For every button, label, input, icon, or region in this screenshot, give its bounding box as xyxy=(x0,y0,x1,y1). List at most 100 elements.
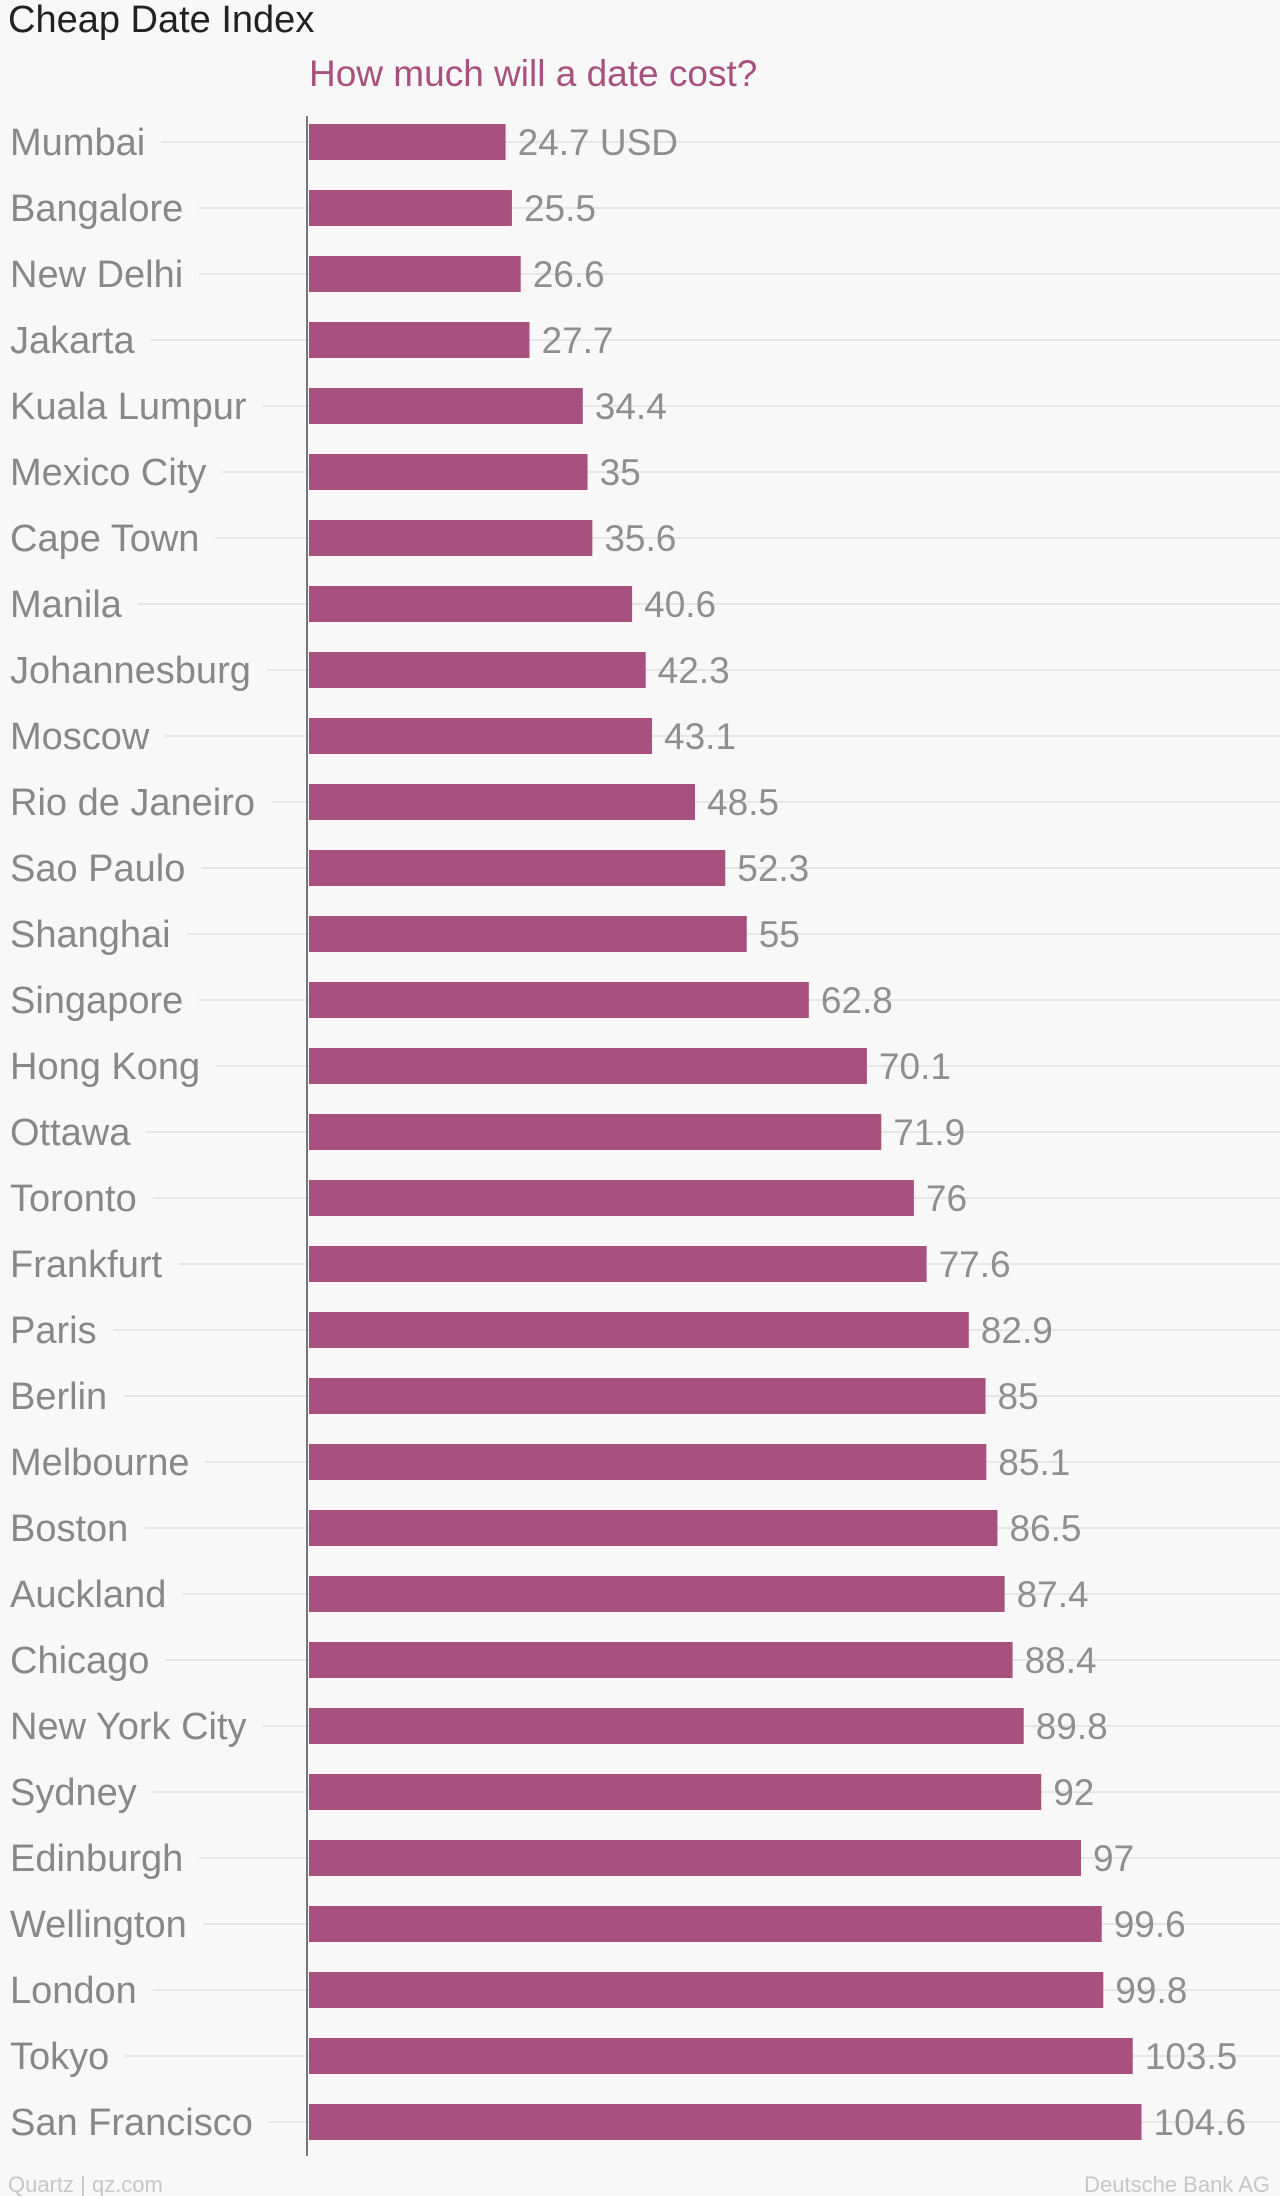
bar xyxy=(309,1180,914,1216)
category-label: Manila xyxy=(10,584,123,626)
bar xyxy=(309,784,696,820)
value-label: 52.3 xyxy=(737,848,809,889)
category-label: Johannesburg xyxy=(10,650,251,692)
category-label-background xyxy=(0,1370,124,1422)
value-label: 89.8 xyxy=(1036,1706,1108,1747)
category-label-background xyxy=(0,710,166,762)
source-text: Deutsche Bank AG xyxy=(1084,2172,1270,2196)
category-label-background xyxy=(0,446,223,498)
value-label: 55 xyxy=(759,914,800,955)
bar xyxy=(309,454,588,490)
bar xyxy=(309,1708,1024,1744)
bar xyxy=(309,1312,969,1348)
chart-title: Cheap Date Index xyxy=(8,0,314,41)
bar xyxy=(309,1972,1104,2008)
value-label: 26.6 xyxy=(533,254,605,295)
value-label: 34.4 xyxy=(595,386,667,427)
bar xyxy=(309,1114,882,1150)
category-label-background xyxy=(0,1832,200,1884)
category-label: Kuala Lumpur xyxy=(10,386,247,428)
value-label: 85.1 xyxy=(998,1442,1070,1483)
category-label: Edinburgh xyxy=(10,1838,183,1880)
value-label: 35 xyxy=(600,452,641,493)
value-label: 87.4 xyxy=(1017,1574,1089,1615)
category-label-background xyxy=(0,1700,263,1752)
bar xyxy=(309,1048,867,1084)
category-label: Ottawa xyxy=(10,1112,131,1154)
bar xyxy=(309,982,809,1018)
category-label-background xyxy=(0,1304,113,1356)
category-label: Bangalore xyxy=(10,188,183,230)
category-label-background xyxy=(0,1040,217,1092)
category-label-background xyxy=(0,776,272,828)
category-label: Sydney xyxy=(10,1772,137,1814)
bar xyxy=(309,1840,1082,1876)
bar xyxy=(309,718,653,754)
category-label-background xyxy=(0,908,187,960)
category-label: Sao Paulo xyxy=(10,848,185,890)
value-label: 24.7 USD xyxy=(518,122,678,163)
bar xyxy=(309,916,747,952)
category-label-background xyxy=(0,1106,147,1158)
category-label-background xyxy=(0,248,200,300)
category-label-background xyxy=(0,1568,183,1620)
bar xyxy=(309,520,593,556)
value-label: 35.6 xyxy=(604,518,676,559)
value-label: 92 xyxy=(1053,1772,1094,1813)
category-label-background xyxy=(0,512,216,564)
bar xyxy=(309,2104,1142,2140)
value-label: 62.8 xyxy=(821,980,893,1021)
category-label: New Delhi xyxy=(10,254,183,296)
category-label-background xyxy=(0,1964,153,2016)
category-label: Toronto xyxy=(10,1178,137,1220)
category-label-background xyxy=(0,1766,153,1818)
value-label: 85 xyxy=(998,1376,1039,1417)
category-label: Boston xyxy=(10,1508,128,1550)
category-label: Moscow xyxy=(10,716,150,758)
value-label: 104.6 xyxy=(1154,2102,1247,2143)
category-label-background xyxy=(0,578,138,630)
category-label-background xyxy=(0,314,151,366)
value-label: 97 xyxy=(1093,1838,1134,1879)
bar xyxy=(309,1378,986,1414)
category-label: London xyxy=(10,1970,137,2012)
category-labels: Mumbai Bangalore New Delhi Jakarta Kuala Lum… xyxy=(0,116,272,2148)
value-label: 82.9 xyxy=(981,1310,1053,1351)
bar xyxy=(309,1576,1005,1612)
bar xyxy=(309,1246,927,1282)
value-label: 70.1 xyxy=(879,1046,951,1087)
category-label: Chicago xyxy=(10,1640,149,1682)
category-label-background xyxy=(0,1172,153,1224)
chart-subtitle: How much will a date cost? xyxy=(309,53,757,94)
value-label: 99.8 xyxy=(1115,1970,1187,2011)
bars xyxy=(309,124,1142,2140)
category-label: San Francisco xyxy=(10,2102,253,2144)
category-label-background xyxy=(0,842,202,894)
value-label: 43.1 xyxy=(664,716,736,757)
category-label-background xyxy=(0,1634,166,1686)
value-label: 99.6 xyxy=(1114,1904,1186,1945)
category-label: Jakarta xyxy=(10,320,135,362)
category-label: New York City xyxy=(10,1706,247,1748)
category-label: Shanghai xyxy=(10,914,171,956)
category-label: Paris xyxy=(10,1310,97,1352)
value-label: 71.9 xyxy=(893,1112,965,1153)
category-label-background xyxy=(0,1898,203,1950)
bar xyxy=(309,652,646,688)
category-label: Mumbai xyxy=(10,122,145,164)
bar xyxy=(309,850,726,886)
category-label: Auckland xyxy=(10,1574,166,1616)
category-label: Rio de Janeiro xyxy=(10,782,255,824)
category-label: Singapore xyxy=(10,980,183,1022)
value-labels: 24.7 USD 25.5 26.6 27.7 34.4 35 35.6 40.6 42.3 43… xyxy=(518,122,1247,2143)
value-label: 42.3 xyxy=(658,650,730,691)
credit-text: Quartz | qz.com xyxy=(8,2172,163,2196)
bar xyxy=(309,586,633,622)
bar xyxy=(309,322,530,358)
value-label: 86.5 xyxy=(1009,1508,1081,1549)
value-label: 25.5 xyxy=(524,188,596,229)
category-label: Mexico City xyxy=(10,452,206,494)
value-label: 77.6 xyxy=(939,1244,1011,1285)
bar xyxy=(309,1906,1102,1942)
